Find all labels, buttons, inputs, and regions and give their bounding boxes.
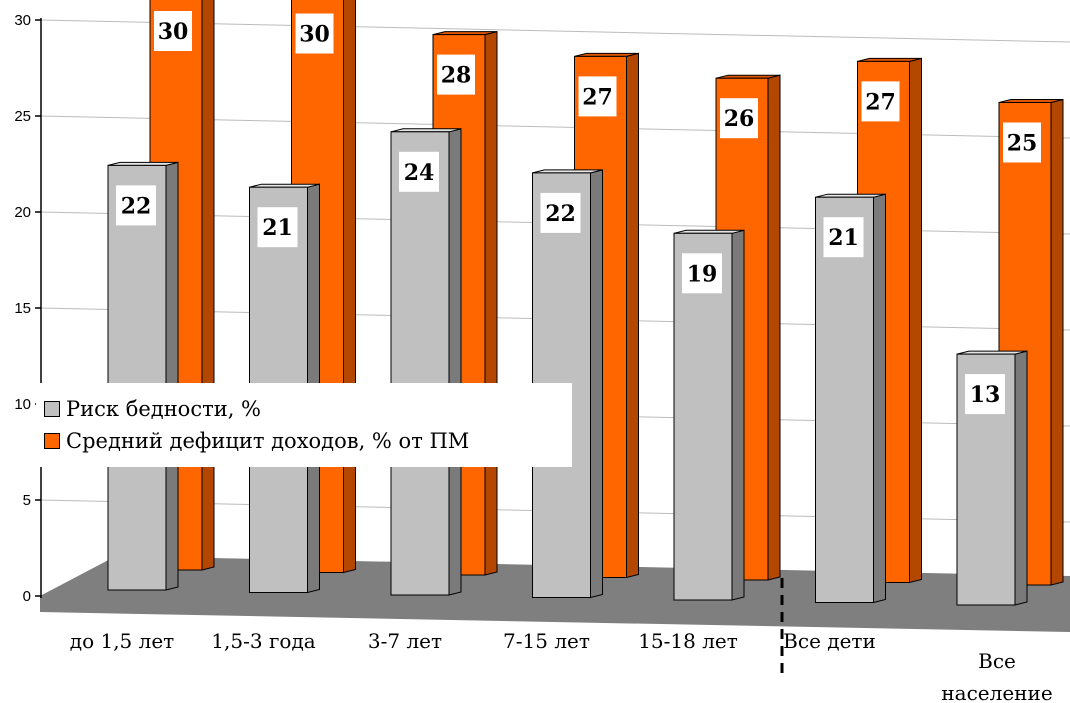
bar-orange-side	[343, 0, 356, 574]
y-axis: 0 5 10 15 20 25 30	[14, 12, 42, 605]
legend-swatch-orange	[44, 433, 60, 449]
data-label-orange: 27	[582, 84, 613, 110]
data-label-box	[720, 98, 758, 139]
data-label-orange: 30	[158, 19, 189, 45]
bar-gray-side	[873, 193, 886, 604]
legend-item-income-deficit: Средний дефицит доходов, % от ПМ	[44, 427, 469, 455]
data-label-gray: 24	[404, 160, 435, 186]
data-label-box	[540, 192, 581, 233]
data-label-gray: 19	[687, 261, 718, 287]
data-label-gray: 22	[121, 193, 152, 219]
bar-gray-side	[1014, 350, 1028, 606]
legend: Риск бедности, % Средний дефицит доходов…	[36, 383, 572, 467]
bar-gray-side	[448, 128, 462, 596]
bar-orange-side	[484, 30, 498, 576]
data-label-box	[154, 11, 192, 51]
data-label-orange: 28	[441, 63, 472, 89]
category-label: Все	[978, 649, 1016, 673]
data-label-box	[116, 185, 156, 226]
category-labels: до 1,5 лет 1,5-3 года 3-7 лет 7-15 лет 15-18…	[70, 629, 1053, 703]
data-label-box	[295, 13, 334, 54]
data-label-orange: 26	[724, 106, 755, 132]
data-label-box	[682, 253, 722, 294]
data-label-box	[1003, 122, 1041, 163]
bar-gray-side	[590, 169, 603, 599]
category-label: 15-18 лет	[638, 629, 738, 653]
legend-swatch-gray	[44, 401, 60, 417]
bar-orange-side	[201, 0, 215, 571]
category-label: население	[941, 681, 1052, 703]
data-label-box	[861, 81, 900, 122]
data-label-box	[965, 374, 1005, 415]
y-tick-label: 10	[14, 396, 31, 413]
y-tick-label: 30	[14, 12, 31, 29]
category-label: 7-15 лет	[503, 629, 590, 653]
bar-gray-side	[165, 161, 179, 591]
data-label-box	[437, 54, 475, 95]
category-label: 3-7 лет	[368, 629, 442, 653]
bar-orange-side	[1050, 98, 1064, 586]
category-label: до 1,5 лет	[70, 629, 174, 653]
data-label-gray: 21	[828, 225, 859, 251]
legend-label: Риск бедности, %	[66, 397, 262, 421]
data-labels: 30 22 30 21 28 24 27 22 26 19 27 21 25 13	[116, 11, 1041, 415]
bar-gray-side	[731, 229, 745, 601]
bar-gray	[107, 164, 167, 591]
y-tick-label: 0	[23, 588, 31, 605]
y-tick-label: 20	[14, 204, 31, 221]
bar-gray	[815, 196, 874, 603]
data-label-orange: 27	[865, 89, 896, 115]
bar-orange-side	[767, 74, 781, 581]
legend-label: Средний дефицит доходов, % от ПМ	[66, 429, 470, 453]
y-tick-label: 5	[23, 492, 31, 509]
data-label-gray: 13	[970, 382, 1001, 408]
category-label: 1,5-3 года	[211, 629, 315, 653]
data-label-gray: 22	[545, 201, 576, 227]
y-tick-label: 15	[14, 300, 31, 317]
bar-orange-side	[909, 57, 922, 584]
category-label: Все дети	[783, 629, 876, 653]
data-label-gray: 21	[262, 215, 293, 241]
data-label-box	[823, 217, 864, 258]
data-label-box	[257, 207, 298, 248]
data-label-box	[399, 151, 439, 192]
bar-orange-side	[626, 52, 639, 579]
data-label-orange: 25	[1007, 131, 1038, 157]
legend-item-poverty-risk: Риск бедности, %	[44, 395, 261, 423]
data-label-orange: 30	[299, 22, 330, 48]
data-label-box	[578, 76, 617, 117]
bar-gray	[390, 131, 450, 596]
y-tick-label: 25	[14, 108, 31, 125]
bar-gray	[673, 232, 733, 601]
